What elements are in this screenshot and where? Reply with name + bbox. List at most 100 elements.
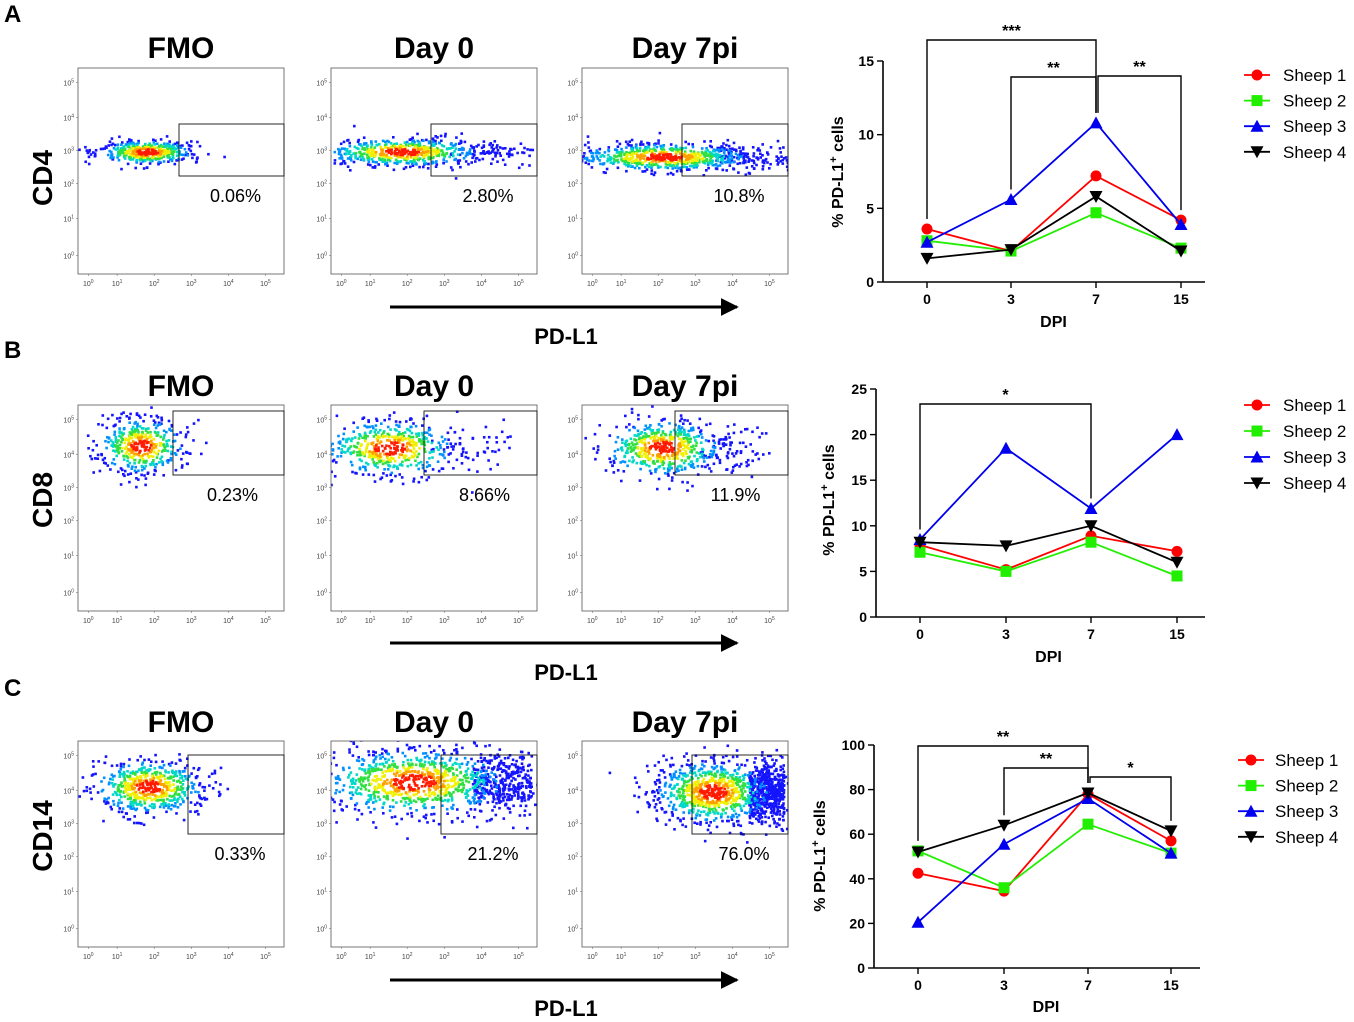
data-point — [1164, 846, 1178, 859]
x-tick-label: 7 — [1092, 291, 1100, 307]
y-tick-label: 100 — [842, 737, 866, 753]
data-point — [1174, 218, 1188, 231]
legend-marker — [1250, 477, 1264, 490]
legend-label: Sheep 2 — [1275, 777, 1338, 796]
y-tick-label: 60 — [849, 826, 865, 842]
y-tick-label: 101 — [63, 214, 74, 223]
flow-plot-frame — [330, 67, 538, 275]
y-tick-label: 103 — [567, 146, 578, 155]
legend-entry: Sheep 3 — [1238, 802, 1338, 821]
data-point — [913, 536, 927, 549]
panel-letter-c: C — [4, 675, 21, 702]
x-tick-label: 101 — [365, 616, 376, 625]
x-tick-label: 100 — [336, 616, 347, 625]
flow-plot-b-1: FMO 0.23% 100 101 102 103 104 105 100 101 102 103 10… — [63, 370, 285, 625]
x-tick-label: 15 — [1173, 291, 1189, 307]
legend-label: Sheep 3 — [1283, 448, 1346, 467]
flow-title: Day 0 — [394, 370, 474, 403]
y-tick-label: 102 — [63, 179, 74, 188]
y-tick-label: 5 — [866, 200, 874, 216]
y-tick-label: 101 — [316, 887, 327, 896]
x-tick-label: 104 — [727, 616, 738, 625]
series-sheep-1 — [914, 530, 1183, 576]
y-tick-label: 100 — [567, 588, 578, 597]
legend-label: Sheep 2 — [1283, 422, 1346, 441]
legend-marker — [1250, 119, 1264, 132]
flow-title: Day 7pi — [632, 32, 739, 65]
flow-plot-c-2: Day 0 21.2% 100 101 102 103 104 105 100 101 102 103… — [316, 706, 538, 961]
x-tick-label: 101 — [616, 279, 627, 288]
density-cloud — [78, 753, 230, 827]
flow-title: FMO — [148, 706, 215, 739]
flow-plot-b-3: Day 7pi 11.9% 100 101 102 103 104 105 100 101 102 1… — [567, 370, 789, 625]
x-tick-label: 101 — [365, 952, 376, 961]
legend-marker — [1251, 399, 1263, 411]
y-tick-label: 104 — [316, 450, 327, 459]
data-point — [911, 915, 925, 928]
gate-percent: 0.23% — [207, 485, 258, 505]
gate-percent: 11.9% — [711, 485, 761, 505]
marker-label-cd8: CD8 — [27, 472, 58, 528]
y-tick-label: 100 — [63, 924, 74, 933]
data-point — [1164, 825, 1178, 838]
x-tick-label: 100 — [336, 279, 347, 288]
y-tick-label: 104 — [63, 113, 74, 122]
series-line — [919, 524, 1178, 564]
gate-percent: 76.0% — [718, 844, 769, 864]
y-tick-label: 103 — [316, 483, 327, 492]
series-sheep-1 — [912, 788, 1177, 897]
y-tick-label: 104 — [567, 113, 578, 122]
x-tick-label: 102 — [149, 952, 160, 961]
legend-entry: Sheep 4 — [1238, 828, 1338, 847]
data-point — [1090, 207, 1102, 219]
series-line — [926, 121, 1182, 244]
legend-marker — [1245, 754, 1257, 766]
series-line — [926, 211, 1182, 253]
x-tick-label: 105 — [260, 616, 271, 625]
x-tick-label: 105 — [260, 952, 271, 961]
legend-marker — [1251, 425, 1263, 437]
data-point — [1089, 191, 1103, 204]
data-point — [1171, 545, 1183, 557]
significance-bracket: * — [1089, 760, 1172, 821]
significance-bracket: ** — [1010, 60, 1097, 190]
gate-box — [430, 123, 538, 177]
y-tick-label: 100 — [316, 588, 327, 597]
y-tick-label: 103 — [567, 483, 578, 492]
x-tick-label: 101 — [616, 616, 627, 625]
legend-marker — [1245, 780, 1257, 792]
y-tick-label: 102 — [567, 852, 578, 861]
x-tick-label: 104 — [476, 279, 487, 288]
y-tick-label: 5 — [859, 563, 867, 579]
legend-entry: Sheep 3 — [1244, 117, 1346, 136]
series-sheep-2 — [921, 207, 1187, 257]
data-point — [1004, 244, 1018, 257]
y-tick-label: 105 — [567, 751, 578, 760]
gate-percent: 10.8% — [713, 186, 764, 206]
x-tick-label: 0 — [916, 626, 924, 642]
gate-box — [178, 123, 285, 177]
y-tick-label: 104 — [316, 786, 327, 795]
y-axis-label: % PD-L1+ cells — [810, 800, 829, 911]
panel-a: A CD4 FMO 0.06% 100 101 102 103 104 105 100 101 102 1… — [4, 1, 789, 349]
series-line — [917, 797, 1172, 923]
data-point — [997, 837, 1011, 850]
x-tick-label: 105 — [513, 616, 524, 625]
legend-label: Sheep 4 — [1275, 828, 1338, 847]
data-point — [914, 546, 926, 558]
legend-label: Sheep 4 — [1283, 474, 1346, 493]
flow-plot-a-2: Day 0 2.80% 100 101 102 103 104 105 100 101 102 103… — [316, 32, 538, 288]
y-tick-label: 105 — [316, 751, 327, 760]
gate-box — [440, 754, 538, 835]
data-point — [1165, 835, 1177, 847]
x-tick-label: 3 — [1007, 291, 1015, 307]
legend-entry: Sheep 2 — [1244, 422, 1346, 441]
x-tick-label: 103 — [186, 952, 197, 961]
series-line — [926, 195, 1182, 260]
x-tick-label: 105 — [513, 952, 524, 961]
y-tick-label: 102 — [316, 516, 327, 525]
flow-title: Day 0 — [394, 32, 474, 65]
y-tick-label: 102 — [63, 516, 74, 525]
x-tick-label: 101 — [365, 279, 376, 288]
